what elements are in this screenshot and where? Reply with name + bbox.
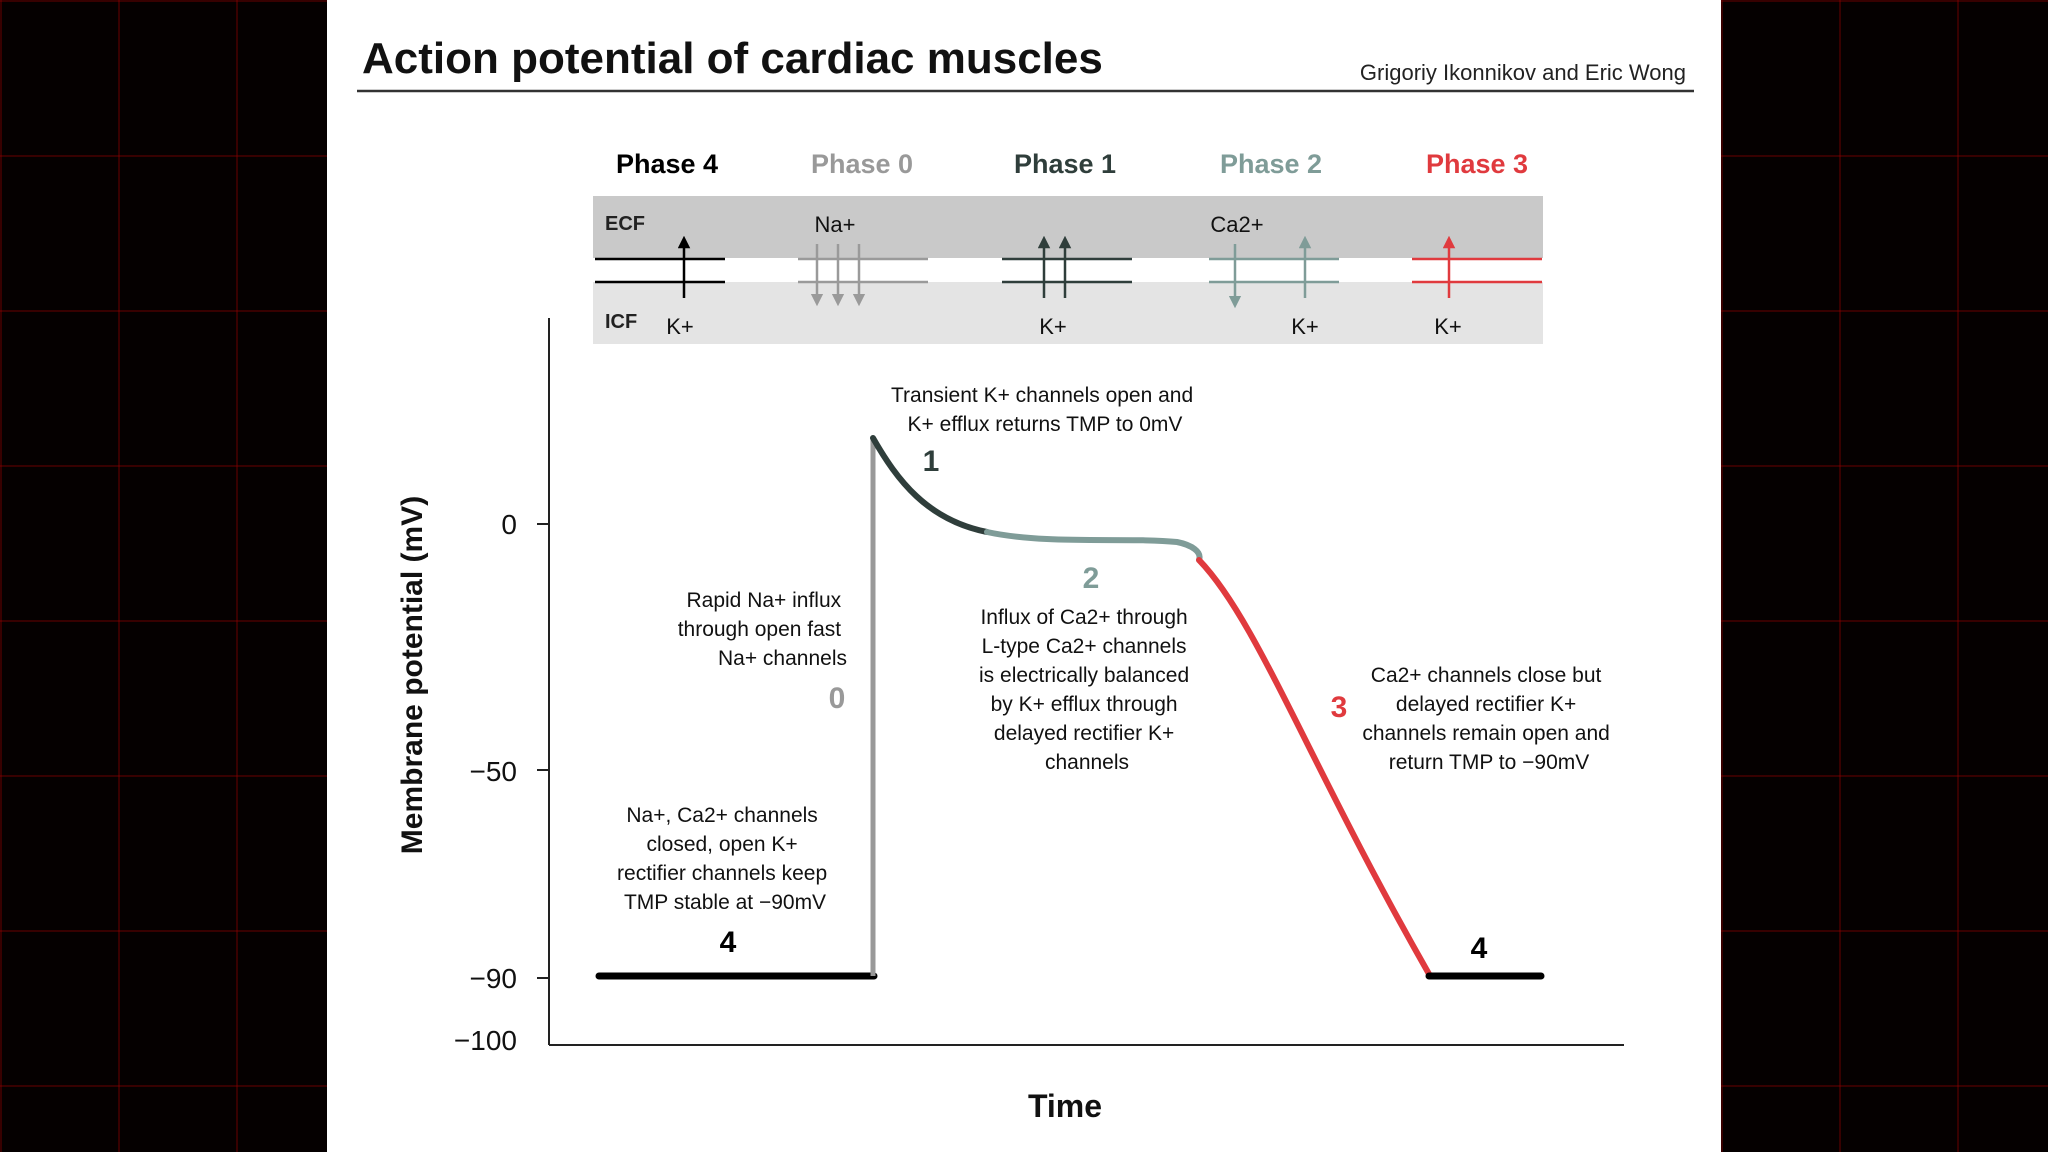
phase-1-channel <box>1002 235 1132 298</box>
phase-3-channel <box>1412 235 1542 298</box>
annotation-phase-4: Na+, Ca2+ channels closed, open K+ recti… <box>617 804 833 914</box>
x-axis-label: Time <box>1028 1088 1102 1124</box>
background-grid-right <box>1721 0 2048 1152</box>
phase-4-channel <box>595 235 725 298</box>
annotation-phase-0: Rapid Na+ influx through open fast Na+ c… <box>678 589 847 670</box>
curve-marker-4-right: 4 <box>1471 932 1488 965</box>
authors: Grigoriy Ikonnikov and Eric Wong <box>1360 60 1686 85</box>
curve-marker-1: 1 <box>923 445 940 478</box>
y-tick-label-90: −90 <box>470 963 518 994</box>
action-potential-diagram: Action potential of cardiac muscles Grig… <box>357 34 1694 1124</box>
icf-band <box>593 282 1543 344</box>
phase-0-ion-top: Na+ <box>815 212 856 237</box>
annotation-phase-1: Transient K+ channels open and K+ efflux… <box>891 384 1199 436</box>
curve-marker-2: 2 <box>1083 562 1100 595</box>
y-axis-label: Membrane potential (mV) <box>396 496 429 854</box>
y-tick-label-50: −50 <box>470 756 518 787</box>
membrane-gap <box>593 258 1543 282</box>
phase-1-ion-bottom: K+ <box>1039 314 1067 339</box>
phase-4-header: Phase 4 <box>616 149 718 179</box>
curve-phase-1 <box>870 435 990 535</box>
icf-label: ICF <box>605 311 637 333</box>
curve-marker-0: 0 <box>829 682 846 715</box>
phase-2-ion-bottom: K+ <box>1291 314 1319 339</box>
phase-2-channel <box>1209 235 1339 309</box>
ecf-label: ECF <box>605 213 645 235</box>
phase-2-ion-top: Ca2+ <box>1210 212 1263 237</box>
phase-4-ion-bottom: K+ <box>666 314 694 339</box>
annotation-phase-2: Influx of Ca2+ through L-type Ca2+ chann… <box>979 606 1195 774</box>
curve-marker-4-left: 4 <box>720 926 737 959</box>
annotation-phase-3: Ca2+ channels close but delayed rectifie… <box>1362 664 1615 774</box>
slide: Action potential of cardiac muscles Grig… <box>327 0 1721 1152</box>
curve-phase-2 <box>984 529 1203 563</box>
curve-phase-3 <box>1196 557 1432 977</box>
phase-0-channel <box>798 244 928 307</box>
y-tick-label-0: 0 <box>501 509 517 540</box>
phase-2-header: Phase 2 <box>1220 149 1322 179</box>
y-tick-label-100: −100 <box>454 1025 517 1056</box>
phase-3-ion-bottom: K+ <box>1434 314 1462 339</box>
phase-3-header: Phase 3 <box>1426 149 1528 179</box>
phase-0-header: Phase 0 <box>811 149 913 179</box>
background-grid-left <box>0 0 327 1152</box>
curve-marker-3: 3 <box>1331 691 1348 724</box>
page-title: Action potential of cardiac muscles <box>362 34 1103 83</box>
ecf-band <box>593 196 1543 258</box>
phase-1-header: Phase 1 <box>1014 149 1116 179</box>
